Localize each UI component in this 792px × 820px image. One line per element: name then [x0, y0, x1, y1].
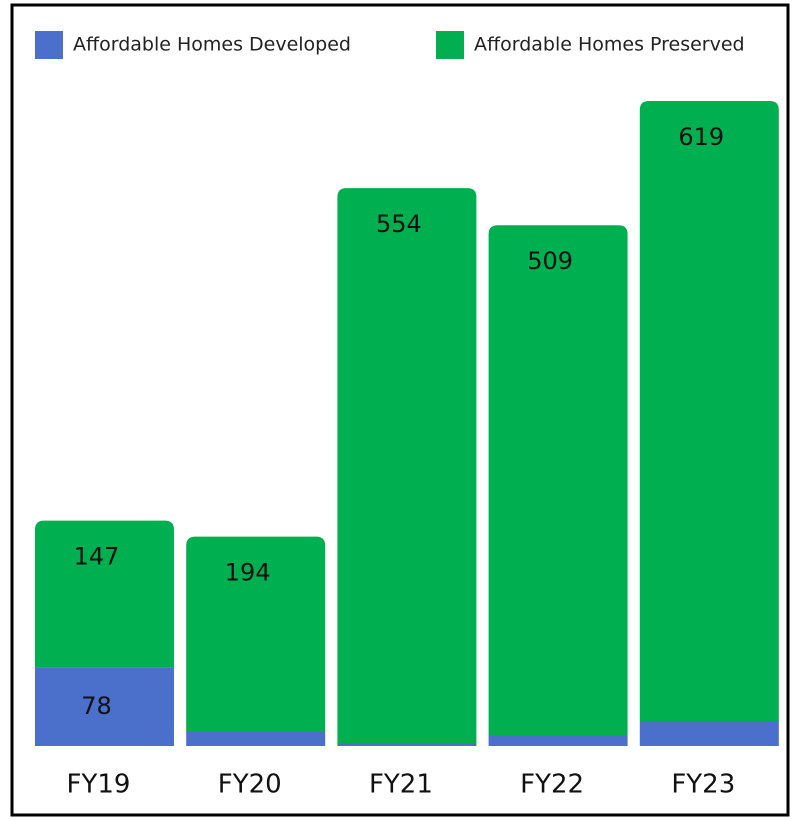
value-label: 619 [678, 123, 724, 151]
x-tick-label: FY22 [520, 770, 584, 800]
legend-label: Affordable Homes Developed [73, 34, 351, 56]
legend-label: Affordable Homes Preserved [474, 34, 745, 56]
bar-segment [35, 667, 174, 746]
value-label: 509 [527, 247, 573, 275]
bar-segment [337, 742, 477, 746]
value-label: 194 [225, 559, 271, 587]
value-label: 554 [376, 210, 422, 238]
bar-segment [35, 520, 174, 668]
legend-swatch [35, 31, 63, 59]
value-label: 78 [81, 692, 112, 720]
bar-segment [186, 730, 326, 746]
bar-segment [639, 720, 779, 746]
legend-swatch [436, 31, 464, 59]
x-tick-label: FY21 [369, 770, 433, 800]
bar-segment [337, 188, 477, 743]
x-tick-label: FY23 [671, 770, 735, 800]
x-tick-label: FY19 [67, 770, 131, 800]
bar-segment [488, 225, 628, 735]
value-label: 147 [74, 543, 120, 571]
bar-segment [186, 536, 326, 731]
bar-segment [639, 101, 779, 721]
bar-segment [488, 734, 628, 746]
x-tick-label: FY20 [218, 770, 282, 800]
